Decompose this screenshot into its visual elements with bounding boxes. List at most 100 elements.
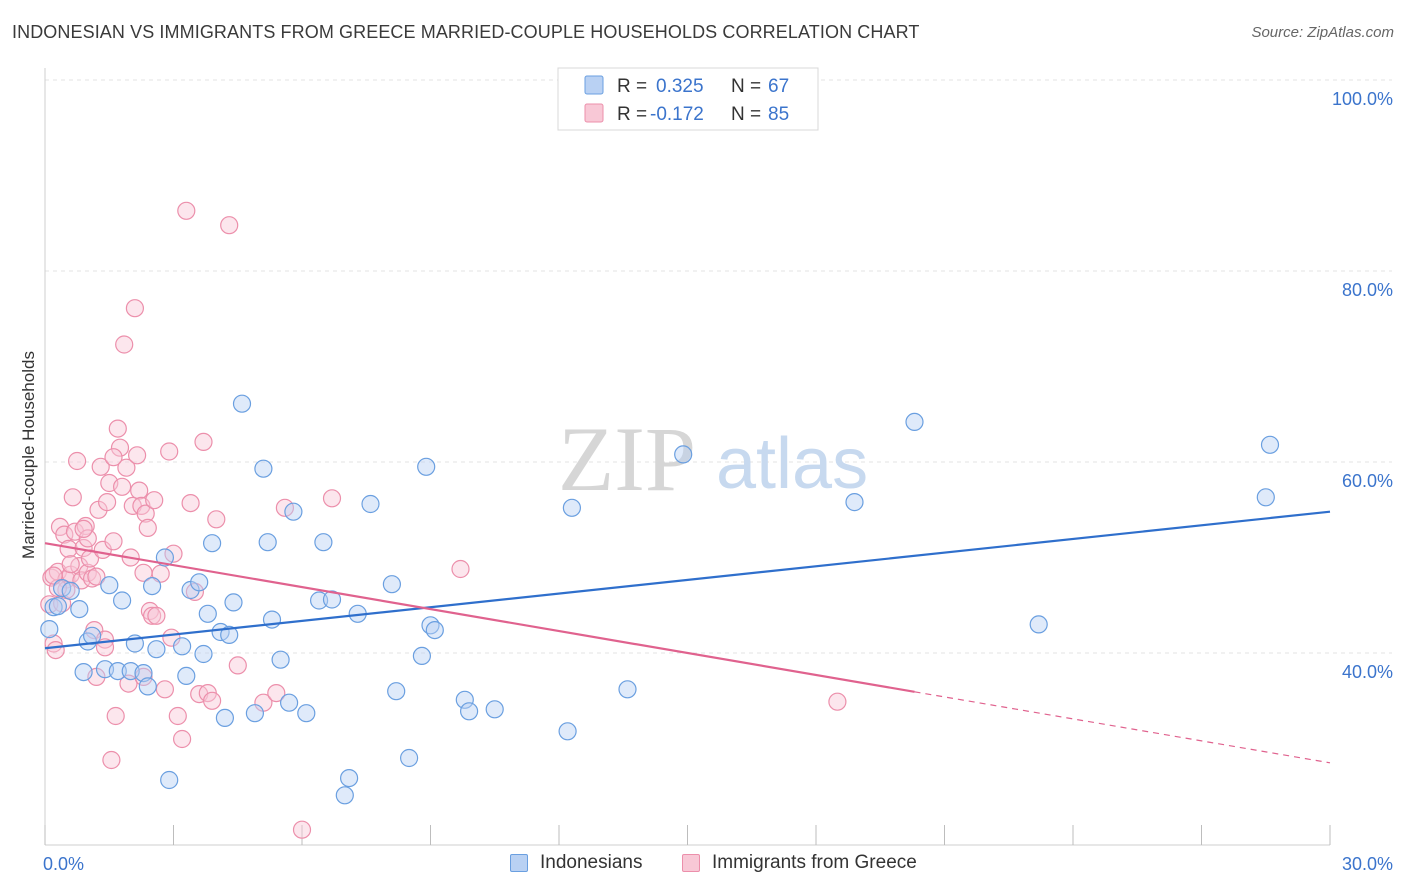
greece-point (147, 606, 166, 625)
indonesians-point (310, 591, 329, 610)
indonesians-point (485, 700, 504, 719)
indonesians-point (198, 604, 217, 623)
greece-point (128, 446, 147, 465)
greece-point (91, 457, 110, 476)
indonesians-point (215, 708, 234, 728)
indonesians-point (297, 704, 316, 723)
indonesians-point (190, 573, 209, 592)
indonesians-point (562, 498, 582, 517)
legend-blue-r-value: 0.325 (656, 76, 704, 97)
legend-pink-swatch (584, 103, 604, 123)
greece-point (134, 563, 153, 582)
greece-point (106, 706, 125, 726)
greece-point (44, 566, 63, 585)
greece-point (67, 451, 87, 471)
greece-point (115, 335, 134, 354)
legend-pink-r-label: R = (617, 104, 647, 125)
trend-line-1 (44, 542, 915, 693)
indonesians-point (417, 457, 436, 476)
legend-item-greece: Immigrants from Greece (682, 852, 917, 874)
greece-point (267, 683, 286, 703)
x-tick-label-max: 30.0% (1342, 854, 1393, 874)
indonesians-point (61, 581, 80, 601)
greece-point (97, 493, 117, 512)
greece-point (104, 448, 123, 467)
indonesians-point (108, 661, 127, 681)
legend-pink-r-value: -0.172 (650, 104, 704, 125)
greece-point (228, 656, 247, 675)
indonesians-point (100, 576, 119, 595)
series-greece-points (40, 201, 847, 839)
indonesians-point (232, 394, 252, 413)
indonesians-point (224, 593, 243, 612)
greece-point (168, 706, 187, 726)
greece-point (102, 750, 121, 770)
y-tick-label: 60.0% (1342, 471, 1393, 491)
greece-point (177, 201, 196, 220)
indonesians-point (177, 666, 196, 686)
legend-pink-n-value: 85 (768, 104, 789, 125)
greece-point (117, 458, 136, 477)
watermark: ZIP atlas (558, 408, 868, 510)
legend-pink-n-label: N = (731, 104, 761, 125)
legend-item-indonesians: Indonesians (510, 852, 642, 874)
chart-title: INDONESIAN VS IMMIGRANTS FROM GREECE MAR… (12, 22, 920, 42)
y-tick-label: 100.0% (1332, 89, 1393, 109)
legend-bottom: Indonesians Immigrants from Greece (0, 852, 1406, 878)
indonesians-point (280, 693, 299, 712)
greece-point (74, 519, 93, 539)
greece-point (181, 494, 200, 513)
greece-point (322, 489, 342, 508)
indonesians-point (173, 637, 192, 656)
greece-point (203, 691, 222, 710)
greece-point (194, 432, 213, 451)
greece-point (143, 606, 162, 625)
greece-point (173, 729, 192, 749)
trend-line-dashed-1 (914, 691, 1331, 764)
greece-point (63, 488, 82, 507)
indonesians-point (203, 534, 222, 553)
legend-blue-n-label: N = (731, 76, 761, 97)
indonesians-point (314, 533, 333, 552)
y-axis-label: Married-couple Households (19, 351, 38, 559)
tick-labels: 40.0% 60.0% 80.0% 100.0% 0.0% 30.0% (43, 89, 1393, 874)
indonesians-point (70, 599, 89, 619)
indonesians-point (155, 548, 174, 567)
indonesians-point (40, 619, 59, 639)
indonesians-point (361, 494, 380, 514)
greece-point (145, 491, 164, 510)
greece-point (220, 216, 239, 235)
legend-swatch-greece (682, 854, 700, 872)
indonesians-point (112, 591, 132, 610)
indonesians-point (412, 646, 431, 666)
indonesians-point (284, 502, 303, 521)
indonesians-point (1256, 488, 1275, 507)
greece-point (164, 544, 183, 563)
indonesians-point (1029, 615, 1048, 634)
indonesians-point (271, 650, 290, 669)
greece-point (130, 481, 149, 500)
greece-point (160, 442, 179, 461)
trend-line-0 (44, 510, 1331, 650)
legend-label-greece: Immigrants from Greece (712, 852, 917, 873)
greece-point (55, 525, 74, 544)
indonesians-point (425, 620, 444, 640)
x-tick-label-min: 0.0% (43, 854, 84, 874)
watermark-atlas: atlas (716, 424, 868, 504)
greece-point (828, 692, 847, 711)
legend-swatch-indonesians (510, 854, 528, 872)
legend-blue-n-value: 67 (768, 76, 789, 97)
greece-point (125, 299, 144, 318)
indonesians-point (400, 748, 419, 768)
indonesians-point (340, 768, 359, 788)
y-tick-label: 40.0% (1342, 662, 1393, 682)
greece-point (136, 504, 155, 523)
indonesians-point (387, 682, 406, 701)
greece-point (451, 559, 470, 579)
legend-top: R = 0.325 N = 67 R = -0.172 N = 85 (557, 67, 819, 131)
indonesians-point (322, 590, 342, 609)
indonesians-point (48, 597, 68, 616)
indonesians-point (905, 412, 924, 431)
axes (44, 68, 1331, 846)
